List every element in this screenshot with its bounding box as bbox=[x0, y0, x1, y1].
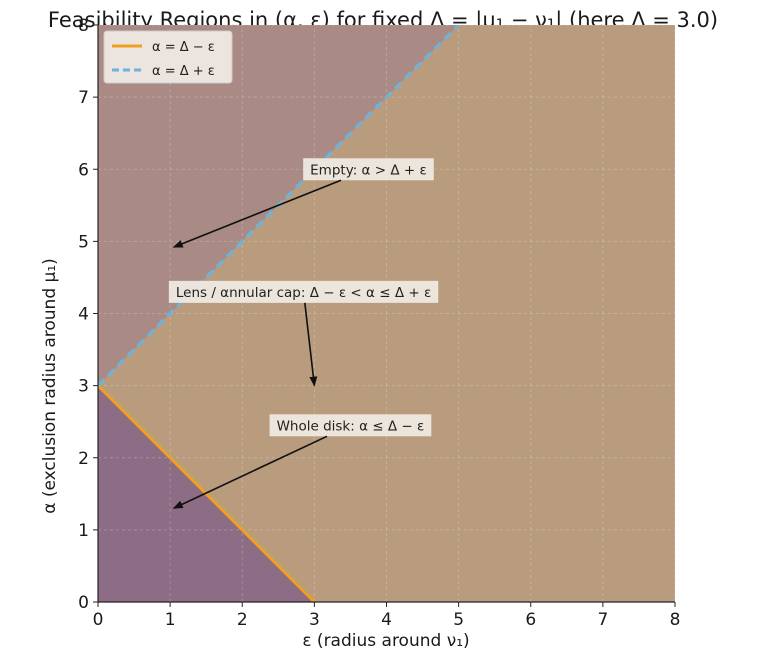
plot-area: 0 1 2 3 4 5 6 7 8 0 1 2 3 4 5 6 7 8 Empty: α > Δ + ε Lens /… bbox=[78, 16, 680, 630]
annotation-2: Whole disk: α ≤ Δ − ε bbox=[172, 414, 432, 509]
annotation-text: Lens / αnnular cap: Δ − ε < α ≤ Δ + ε bbox=[176, 285, 431, 301]
annotation-arrow bbox=[172, 435, 328, 509]
y-tick-label: 7 bbox=[78, 88, 89, 108]
annotation-box bbox=[269, 414, 432, 437]
y-tick-label: 8 bbox=[78, 16, 89, 36]
annotation-text: Whole disk: α ≤ Δ − ε bbox=[277, 418, 425, 434]
legend: α = Δ − ε α = Δ + ε bbox=[103, 30, 233, 84]
annotation-box bbox=[168, 280, 439, 303]
x-tick-label: 3 bbox=[309, 610, 320, 630]
annotation-arrow bbox=[172, 179, 342, 248]
x-tick-label: 8 bbox=[670, 610, 681, 630]
y-tick-label: 0 bbox=[78, 593, 89, 613]
annotation-arrow bbox=[304, 302, 318, 387]
x-tick-label: 2 bbox=[237, 610, 248, 630]
x-tick-label: 0 bbox=[93, 610, 104, 630]
annotation-1: Lens / αnnular cap: Δ − ε < α ≤ Δ + ε bbox=[168, 280, 439, 387]
legend-label: α = Δ − ε bbox=[152, 40, 215, 55]
regions-group bbox=[98, 25, 675, 602]
annotation-text: Empty: α > Δ + ε bbox=[310, 162, 427, 178]
x-tick-label: 4 bbox=[381, 610, 392, 630]
y-tick-label: 1 bbox=[78, 521, 89, 541]
x-tick-label: 6 bbox=[525, 610, 536, 630]
x-axis-title: ε (radius around ν₁) bbox=[302, 631, 469, 651]
y-tick-label: 6 bbox=[78, 160, 89, 180]
y-tick-label: 3 bbox=[78, 377, 89, 397]
y-axis-title: α (exclusion radius around μ₁) bbox=[40, 258, 60, 514]
annotation-0: Empty: α > Δ + ε bbox=[172, 158, 434, 248]
x-tick-label: 5 bbox=[453, 610, 464, 630]
x-tick-label: 1 bbox=[165, 610, 176, 630]
y-tick-label: 4 bbox=[78, 305, 89, 325]
legend-label: α = Δ + ε bbox=[152, 64, 215, 79]
x-tick-label: 7 bbox=[597, 610, 608, 630]
annotation-box bbox=[303, 158, 434, 181]
y-tick-label: 2 bbox=[78, 449, 89, 469]
y-tick-label: 5 bbox=[78, 232, 89, 252]
